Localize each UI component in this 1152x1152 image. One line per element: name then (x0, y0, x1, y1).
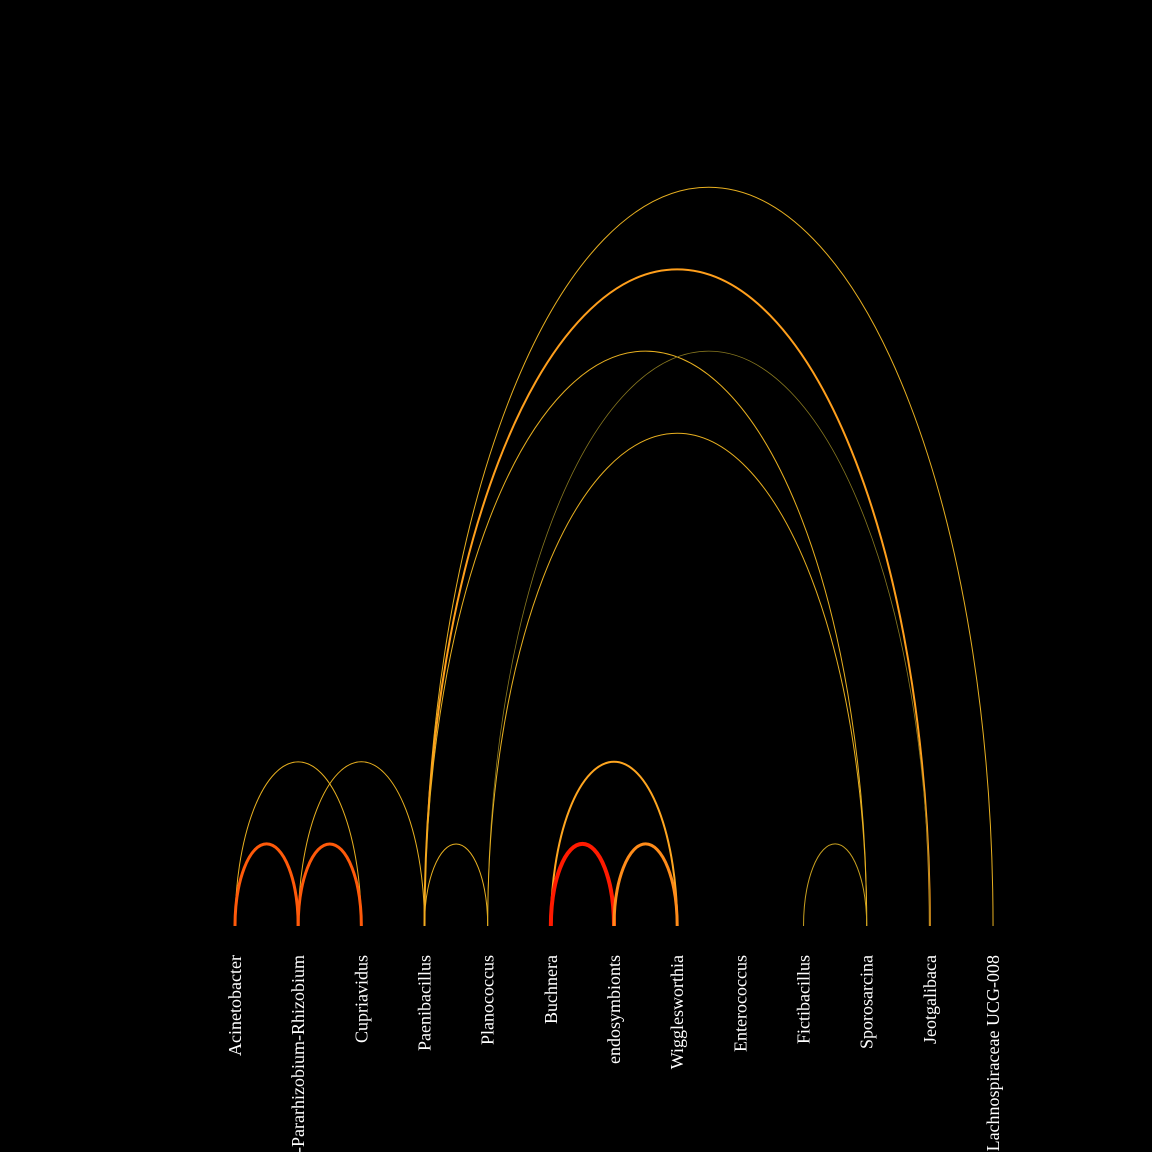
node-label: Planococcus (478, 955, 498, 1045)
arc (297, 761, 426, 927)
arc (612, 842, 679, 927)
arc (296, 842, 363, 927)
arc (234, 761, 362, 927)
node-label: Jeotgalibaca (920, 955, 940, 1044)
node-label: Paenibacillus (415, 955, 435, 1051)
node-label: Cupriavidus (351, 955, 371, 1043)
arc (233, 842, 300, 927)
node-label: Sporosarcina (857, 955, 877, 1049)
node-label: endosymbionts (604, 955, 624, 1064)
arc (424, 186, 994, 927)
arc (424, 843, 489, 927)
node-label: Enterococcus (730, 955, 750, 1052)
arc (424, 350, 868, 927)
node-label: Allorhizobium-Neorhizobium-Pararhizobium… (288, 955, 308, 1152)
arc (423, 268, 931, 927)
node-label: Fictibacillus (794, 955, 814, 1044)
node-label: Wigglesworthia (667, 955, 687, 1069)
node-label: Buchnera (541, 955, 561, 1024)
arc (548, 841, 617, 927)
arc (549, 760, 679, 927)
arc (487, 432, 868, 927)
arc (487, 350, 931, 927)
arc (803, 843, 868, 927)
node-label: Acinetobacter (225, 955, 245, 1056)
node-label: Lachnospiraceae UCG-008 (983, 955, 1003, 1151)
